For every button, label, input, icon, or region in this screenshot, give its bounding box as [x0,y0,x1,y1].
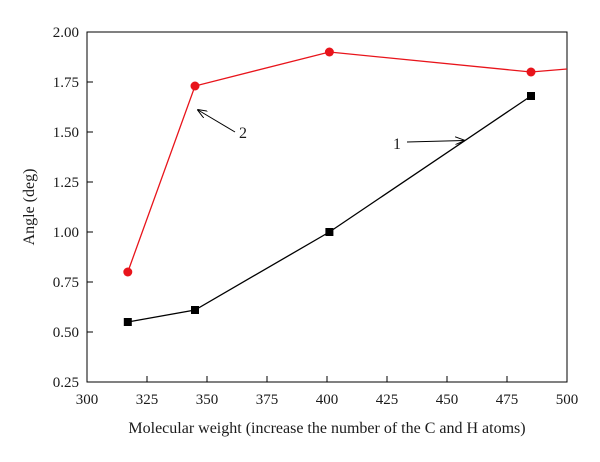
y-tick-label: 1.25 [53,175,79,191]
series-1-point [123,318,132,326]
x-tick-label: 500 [556,392,579,408]
y-axis-title: Angle (deg) [21,169,38,246]
x-tick-label: 350 [196,392,219,408]
y-tick-label: 0.75 [53,275,79,291]
y-tick-label: 1.50 [53,125,79,141]
annotation-label: 2 [239,125,247,142]
series-1-point [527,92,535,100]
series-2-point [526,67,536,77]
x-tick-label: 300 [76,392,99,408]
y-axis-ticks: 0.25 0.50 0.75 1.00 1.25 1.50 1.75 2.00 [53,25,93,391]
x-tick-label: 425 [376,392,399,408]
series-2-point [324,47,334,57]
x-axis-ticks: 300 325 350 375 400 425 450 475 500 [76,376,579,408]
series-layer [123,47,568,326]
y-tick-label: 0.25 [53,375,79,391]
series-1 [123,92,535,326]
series-1-point [191,306,199,314]
annotation-label: 1 [393,136,401,153]
x-tick-label: 325 [136,392,159,408]
x-tick-label: 400 [316,392,339,408]
series-1-point [325,228,334,236]
x-tick-label: 450 [436,392,459,408]
y-tick-label: 0.50 [53,325,79,341]
annotation-layer: 12 [198,110,464,153]
annotation-arrow [406,140,464,142]
series-2-point [123,267,133,277]
x-axis-title: Molecular weight (increase the number of… [128,420,525,437]
series-2-point [190,81,200,91]
x-tick-label: 375 [256,392,279,408]
annotation-arrow [198,110,236,133]
y-tick-label: 1.75 [53,75,79,91]
plot-area [86,31,568,383]
series-1-line [127,95,532,323]
plot-frame [86,31,568,383]
y-tick-label: 1.00 [53,225,79,241]
x-tick-label: 475 [496,392,519,408]
y-tick-label: 2.00 [53,25,79,41]
series-2 [123,47,568,277]
